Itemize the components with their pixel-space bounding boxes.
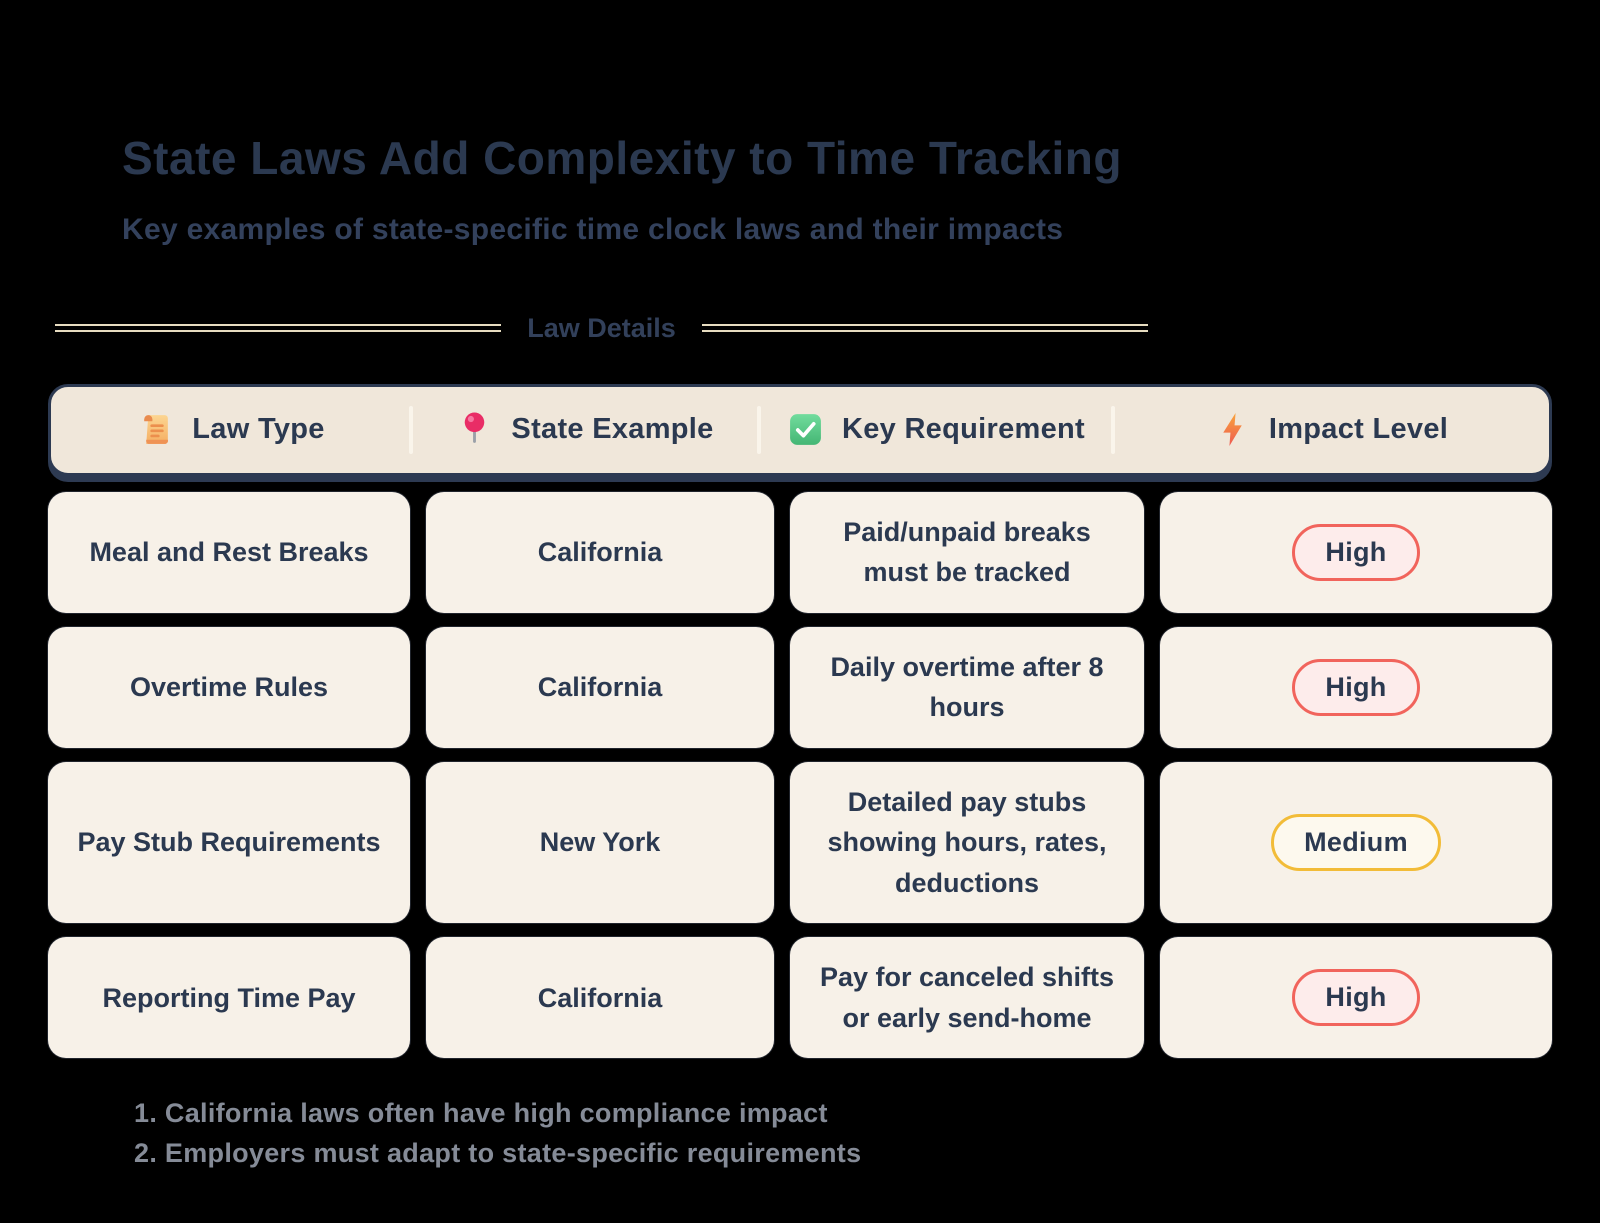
key-requirement-text: Paid/unpaid breaks must be tracked [843, 516, 1091, 588]
cell-impact-level: Medium [1160, 761, 1552, 924]
page-title: State Laws Add Complexity to Time Tracki… [122, 132, 1123, 184]
key-requirement-text: Daily overtime after 8 hours [830, 651, 1104, 723]
column-header-label: Impact Level [1268, 413, 1449, 446]
cell-law-type: Overtime Rules [48, 626, 410, 748]
column-header-label: Law Type [192, 413, 325, 446]
law-type-text: Overtime Rules [129, 672, 329, 703]
cell-state-example: California [426, 626, 774, 748]
key-requirement-text: Pay for canceled shifts or early send-ho… [819, 962, 1115, 1033]
footnote-2: 2. Employers must adapt to state-specifi… [134, 1137, 862, 1168]
section-label: Law Details [527, 312, 676, 343]
footnote-1: 1. California laws often have high compl… [134, 1098, 828, 1129]
column-header-state-example: State Example [411, 387, 759, 473]
cell-impact-level: High [1160, 626, 1552, 748]
table-header: Law Type State Example Key Requirement [48, 383, 1552, 476]
cell-key-requirement: Paid/unpaid breaks must be tracked [790, 491, 1144, 613]
law-type-text: Meal and Rest Breaks [89, 537, 369, 568]
pushpin-icon [465, 412, 485, 444]
state-example-text: California [537, 672, 663, 703]
cell-key-requirement: Pay for canceled shifts or early send-ho… [790, 937, 1144, 1059]
column-header-key-requirement: Key Requirement [759, 387, 1113, 473]
state-example-text: New York [539, 827, 661, 858]
checkbox-icon [790, 414, 821, 446]
column-header-label: Key Requirement [841, 413, 1085, 446]
cell-key-requirement: Daily overtime after 8 hours [790, 626, 1144, 748]
page-subtitle: Key examples of state-specific time cloc… [122, 212, 1064, 246]
cell-state-example: California [426, 937, 774, 1059]
section-divider: Law Details [55, 313, 1148, 344]
divider-line-right [701, 324, 1148, 333]
lightning-icon [1223, 413, 1242, 447]
scroll-icon [144, 415, 169, 445]
law-type-text: Pay Stub Requirements [77, 827, 381, 858]
cell-impact-level: High [1160, 937, 1552, 1059]
cell-state-example: New York [426, 761, 774, 924]
impact-badge: High [1292, 969, 1420, 1027]
cell-law-type: Pay Stub Requirements [48, 761, 410, 924]
column-header-impact-level: Impact Level [1113, 387, 1549, 473]
cell-impact-level: High [1160, 491, 1552, 613]
state-example-text: California [537, 982, 663, 1013]
cell-law-type: Reporting Time Pay [48, 937, 410, 1059]
column-header-law-type: Law Type [51, 387, 411, 473]
footnotes: 1. California laws often have high compl… [134, 1094, 1552, 1172]
impact-badge: High [1292, 658, 1420, 716]
impact-badge: High [1292, 523, 1420, 581]
title-block: State Laws Add Complexity to Time Tracki… [122, 0, 1552, 247]
divider-line-left [55, 324, 502, 333]
table-body: Meal and Rest Breaks California Paid/unp… [48, 491, 1552, 1059]
law-type-text: Reporting Time Pay [102, 982, 356, 1013]
impact-badge: Medium [1271, 814, 1441, 872]
state-example-text: California [537, 537, 663, 568]
cell-law-type: Meal and Rest Breaks [48, 491, 410, 613]
column-header-label: State Example [511, 413, 714, 446]
key-requirement-text: Detailed pay stubs showing hours, rates,… [827, 786, 1107, 898]
cell-key-requirement: Detailed pay stubs showing hours, rates,… [790, 761, 1144, 924]
cell-state-example: California [426, 491, 774, 613]
